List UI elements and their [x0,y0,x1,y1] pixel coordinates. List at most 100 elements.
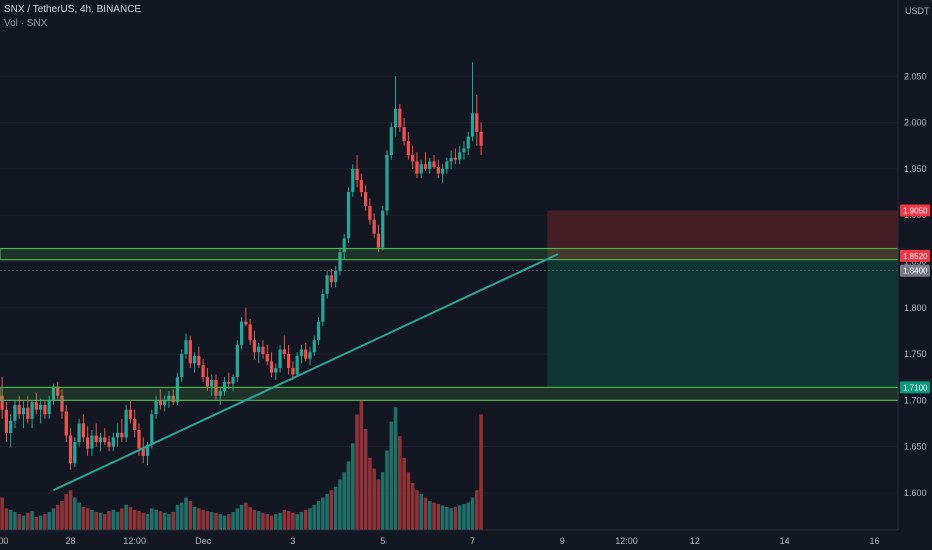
upper-support-zone [0,247,899,261]
candle [56,386,60,396]
candle [312,340,316,353]
candle [210,380,214,387]
volume-bar [141,512,146,530]
candle [145,444,150,456]
volume-bar [363,428,368,530]
price-tick-label: 1.950 [904,164,927,174]
volume-bar [188,501,193,530]
volume-bar [132,509,137,530]
candle [47,400,51,415]
candle [449,157,453,162]
volume-bar [90,509,94,530]
volume-bar [274,514,278,530]
volume-legend[interactable]: Vol · SNX [4,18,48,29]
volume-bar [286,511,291,530]
candles [0,62,483,470]
time-tick-label: 9 [560,536,565,546]
volume-bar [167,514,171,530]
volume-bar [385,450,389,530]
volume-bar [291,512,295,530]
candle [124,409,128,438]
volume-bar [368,457,372,530]
volume-bar [218,514,223,530]
candle [287,354,291,368]
volume-bar [81,506,86,530]
volume-bar [17,514,22,530]
volume-bar [312,504,317,530]
trendline-layer [53,253,559,492]
volume-bar [474,490,479,530]
candle [299,349,304,356]
candle [128,409,133,419]
volume-bar [457,505,462,530]
volume-bar [342,472,347,530]
candle [34,402,38,410]
price-tags: 1.9050 1.8520 1.8400 1.7100 [900,204,930,394]
volume-bar [94,511,99,530]
volume-bar [73,497,77,530]
volume-bar [244,502,248,530]
candle [231,377,235,384]
candle [21,407,26,415]
price-axis-unit: USDT [905,6,930,16]
volume-bar [462,504,466,530]
volume-bar [479,414,483,530]
stop-price-tag-label: 1.9050 [903,207,928,216]
time-tick-label: 5 [380,536,385,546]
candle [415,161,419,174]
candle [453,157,458,160]
target-price-tag-label: 1.7100 [903,383,928,392]
volume-bar [231,511,235,530]
candle [368,205,372,220]
volume-bar [436,504,441,530]
candle [475,113,479,132]
candle [329,275,334,282]
symbol-legend[interactable]: SNX / TetherUS, 4h, BINANCE [4,4,142,15]
volume-bar [248,506,252,530]
volume-bar [179,502,184,530]
candle [376,233,381,248]
volume-bar [55,504,60,530]
candle [133,418,137,430]
candle [244,321,248,325]
candle [419,164,423,174]
volume-bar [432,502,436,530]
time-tick-label: 3 [290,536,295,546]
candle [73,442,77,464]
volume-bar [440,505,445,530]
candle [158,400,162,405]
volume-bar [34,517,39,530]
candle [423,164,428,169]
candle [201,365,205,378]
volume-bar [380,472,385,530]
candle [86,437,90,449]
candle [222,381,227,392]
volume-bar [376,479,381,530]
candle [188,340,192,364]
volume-bar [184,497,188,530]
candle [197,355,201,366]
current-price-tag-label: 1.8400 [903,267,928,276]
volume-bars [0,400,483,530]
candle [389,127,393,155]
time-tick-label: :00 [0,536,8,546]
candle [184,340,188,355]
time-tick-label: Dec [195,536,212,546]
volume-bar [239,504,244,530]
volume-bar [8,509,13,530]
candle [141,448,145,456]
volume-bar [355,414,359,530]
candle [81,423,86,438]
volume-bar [197,508,201,530]
candle [363,192,368,206]
volume-bar [171,511,175,530]
volume-bar [158,511,163,530]
candle [308,352,312,359]
time-axis: :00 28 12:00 Dec 3 5 7 9 12:00 12 14 16 [0,529,898,546]
volume-bar [308,508,312,530]
candle [218,391,222,396]
grid [0,75,898,494]
volume-bar [201,509,205,530]
